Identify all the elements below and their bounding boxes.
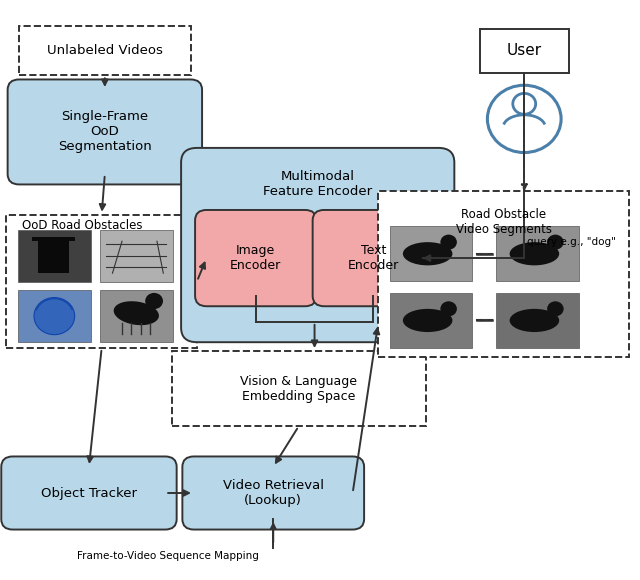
Bar bbox=[378, 191, 629, 357]
Ellipse shape bbox=[114, 301, 159, 325]
Text: Vision & Language
Embedding Space: Vision & Language Embedding Space bbox=[240, 375, 357, 403]
Bar bbox=[32, 237, 75, 241]
Bar bbox=[19, 26, 191, 75]
Text: Single-Frame
OoD
Segmentation: Single-Frame OoD Segmentation bbox=[58, 110, 152, 154]
Ellipse shape bbox=[509, 309, 559, 332]
Bar bbox=[100, 230, 173, 282]
Circle shape bbox=[440, 234, 457, 249]
Bar bbox=[390, 226, 472, 281]
Text: query e.g., "dog": query e.g., "dog" bbox=[527, 237, 616, 247]
Ellipse shape bbox=[403, 309, 452, 332]
Text: Text
Encoder: Text Encoder bbox=[348, 244, 399, 272]
FancyBboxPatch shape bbox=[312, 210, 434, 306]
Bar bbox=[496, 293, 579, 348]
Bar bbox=[100, 290, 173, 342]
Circle shape bbox=[547, 301, 564, 317]
FancyBboxPatch shape bbox=[182, 456, 364, 530]
Text: Road Obstacle
Video Segments: Road Obstacle Video Segments bbox=[456, 208, 552, 235]
Text: Unlabeled Videos: Unlabeled Videos bbox=[47, 44, 163, 57]
Bar bbox=[18, 230, 91, 282]
Text: User: User bbox=[507, 44, 542, 58]
Circle shape bbox=[34, 298, 75, 335]
Bar bbox=[18, 290, 91, 342]
Bar bbox=[480, 29, 569, 72]
Circle shape bbox=[547, 234, 564, 249]
Ellipse shape bbox=[403, 242, 452, 266]
FancyBboxPatch shape bbox=[181, 148, 454, 342]
FancyBboxPatch shape bbox=[195, 210, 316, 306]
Circle shape bbox=[145, 293, 163, 309]
Circle shape bbox=[440, 301, 457, 317]
Bar bbox=[496, 226, 579, 281]
Bar bbox=[6, 215, 197, 348]
Text: Video Retrieval
(Lookup): Video Retrieval (Lookup) bbox=[223, 479, 324, 507]
Text: Multimodal
Feature Encoder: Multimodal Feature Encoder bbox=[263, 171, 372, 198]
Text: Image
Encoder: Image Encoder bbox=[230, 244, 282, 272]
Text: Frame-to-Video Sequence Mapping: Frame-to-Video Sequence Mapping bbox=[77, 550, 259, 561]
Ellipse shape bbox=[509, 242, 559, 266]
Text: Object Tracker: Object Tracker bbox=[41, 487, 137, 499]
Bar bbox=[38, 238, 68, 273]
Text: OoD Road Obstacles: OoD Road Obstacles bbox=[22, 219, 143, 231]
FancyBboxPatch shape bbox=[1, 456, 177, 530]
Bar bbox=[390, 293, 472, 348]
FancyBboxPatch shape bbox=[8, 79, 202, 184]
Bar bbox=[172, 351, 426, 426]
